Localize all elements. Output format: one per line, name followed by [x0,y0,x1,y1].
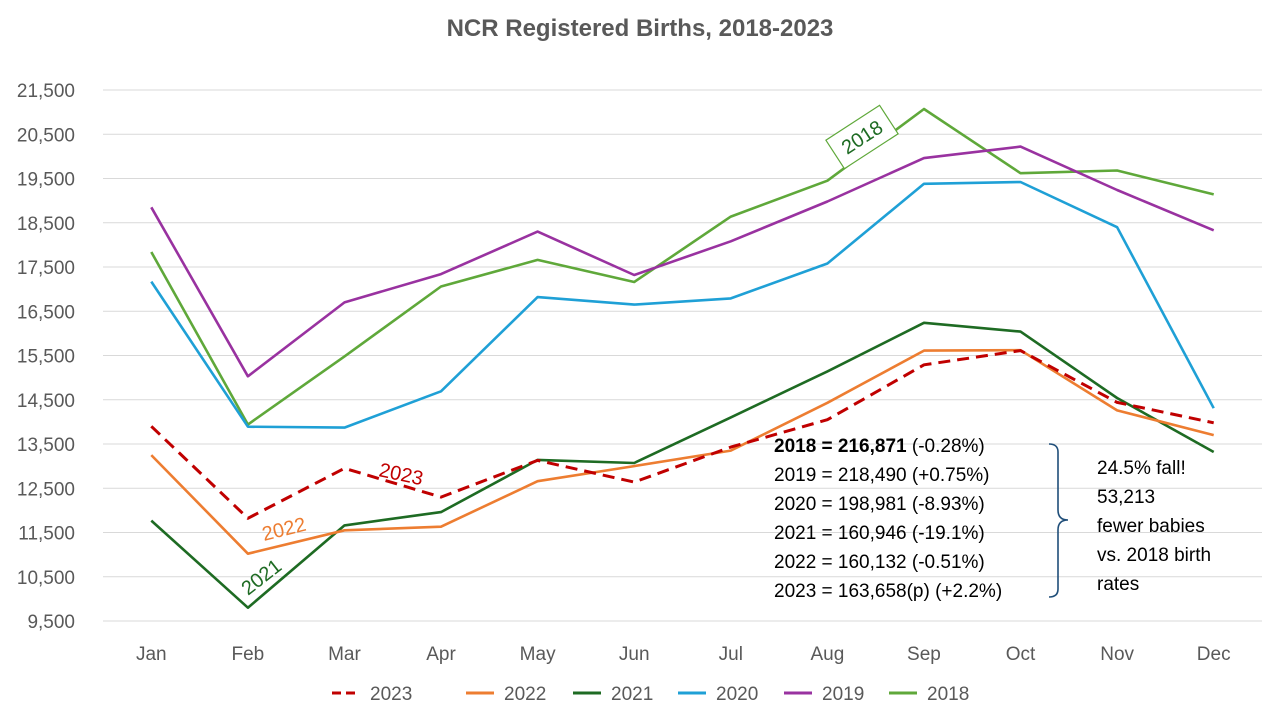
legend-item-2018: 2018 [889,684,969,705]
fall-callout: 24.5% fall! 53,213 fewer babies vs. 2018 bi… [1097,458,1211,595]
series-line-2019 [150,145,1215,378]
y-tick-label: 21,500 [17,81,75,102]
legend-item-2021: 2021 [573,684,653,705]
legend-label: 2023 [370,684,412,705]
series-line-2021 [150,321,1215,610]
y-tick-label: 16,500 [17,302,75,323]
legend-label: 2020 [716,684,758,705]
callout-line: rates [1097,574,1139,595]
gridlines [103,89,1262,578]
y-tick-label: 10,500 [17,568,75,589]
x-tick-label: Oct [1006,644,1036,665]
legend-item-2020: 2020 [678,684,758,705]
summary-brace [1048,443,1069,598]
summary-line: 2021 = 160,946 (-19.1%) [774,523,985,544]
x-axis-ticks: Jan Feb Mar Apr May Jun Jul Aug Sep Oct Nov Dec [136,644,1231,665]
summary-rest: (-0.28%) [907,436,985,457]
summary-rest: 2019 = 218,490 (+0.75%) [774,465,990,486]
summary-rest: 2022 = 160,132 (-0.51%) [774,552,985,573]
legend-item-2023: 2023 [332,684,412,705]
y-tick-label: 9,500 [27,612,75,633]
summary-rest: 2020 = 198,981 (-8.93%) [774,494,985,515]
series-label-2021: 2021 [238,555,287,600]
series-lines [150,107,1215,610]
legend-label: 2019 [822,684,864,705]
summary-bold: 2018 = 216,871 [774,436,907,457]
legend-label: 2021 [611,684,653,705]
chart-title: NCR Registered Births, 2018-2023 [447,15,834,42]
y-tick-label: 11,500 [18,524,75,545]
legend-item-2022: 2022 [466,684,546,705]
callout-line: fewer babies [1097,516,1205,537]
y-tick-label: 14,500 [17,391,75,412]
series-line-2020 [150,180,1215,429]
summary-line: 2020 = 198,981 (-8.93%) [774,494,985,515]
summary-line: 2018 = 216,871 (-0.28%) [774,436,985,457]
summary-rest: 2023 = 163,658(p) (+2.2%) [774,581,1002,602]
y-tick-label: 20,500 [17,125,75,146]
legend-label: 2022 [504,684,546,705]
x-tick-label: Apr [426,644,456,665]
y-tick-label: 12,500 [17,479,75,500]
legend-item-2019: 2019 [784,684,864,705]
x-tick-label: Nov [1100,644,1134,665]
x-tick-label: Mar [328,644,361,665]
y-tick-label: 17,500 [17,258,75,279]
callout-line: vs. 2018 birth [1097,545,1211,566]
callout-line: 53,213 [1097,487,1155,508]
y-tick-label: 19,500 [17,170,75,191]
y-tick-label: 13,500 [17,435,75,456]
summary-totals: 2018 = 216,871 (-0.28%) 2019 = 218,490 (+… [774,436,1002,602]
legend: 2023 2022 2021 2020 2019 2018 [332,684,969,705]
y-tick-label: 18,500 [17,214,75,235]
series-line-2018 [150,107,1215,426]
summary-line: 2022 = 160,132 (-0.51%) [774,552,985,573]
x-tick-label: Feb [232,644,265,665]
series-label-box-2018: 2018 [825,104,899,170]
label-box [825,104,899,170]
y-axis-ticks: 9,500 10,500 11,500 12,500 13,500 14,500 15,50… [17,81,75,633]
summary-rest: 2021 = 160,946 (-19.1%) [774,523,985,544]
x-tick-label: Jan [136,644,167,665]
y-tick-label: 15,500 [17,347,75,368]
x-tick-label: Dec [1197,644,1231,665]
summary-line: 2019 = 218,490 (+0.75%) [774,465,990,486]
x-tick-label: May [520,644,556,665]
series-line-2023 [150,349,1215,520]
series-label-2023: 2023 [377,459,425,490]
x-tick-label: Jun [619,644,650,665]
x-tick-label: Jul [719,644,743,665]
callout-line: 24.5% fall! [1097,458,1186,479]
legend-label: 2018 [927,684,969,705]
x-tick-label: Sep [907,644,941,665]
x-tick-label: Aug [810,644,844,665]
summary-line: 2023 = 163,658(p) (+2.2%) [774,581,1002,602]
